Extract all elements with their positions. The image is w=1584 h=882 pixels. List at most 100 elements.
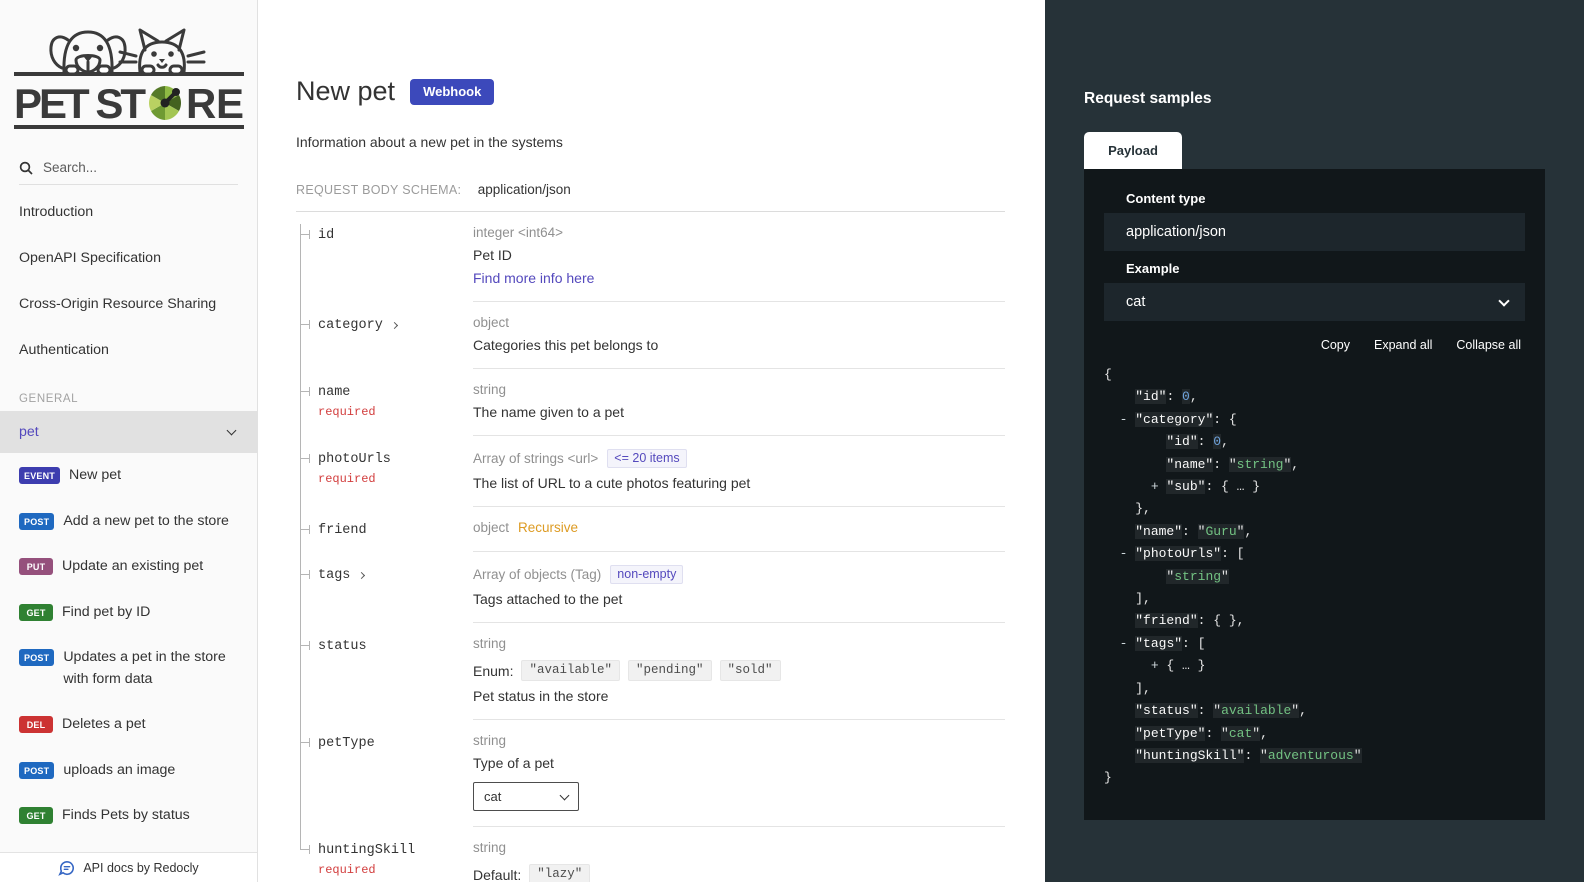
field-name-cell[interactable]: category [318, 302, 473, 369]
schema-field-row-pettype: petType string Type of a pet cat [296, 720, 1005, 827]
tree-connector [309, 230, 310, 239]
json-key: "tags" [1135, 635, 1183, 651]
json-punctuation: { … } [1158, 658, 1206, 674]
sidebar-item-authentication[interactable]: Authentication [19, 341, 109, 358]
required-flag: required [318, 472, 376, 486]
sidebar-item-deletes-a-pet[interactable]: DEL Deletes a pet [0, 702, 257, 748]
request-body-schema-header: REQUEST BODY SCHEMA: application/json [296, 181, 1005, 212]
code-line: "huntingSkill": "adventurous" [1104, 745, 1525, 767]
external-docs-link[interactable]: Find more info here [473, 270, 595, 286]
schema-field-row-name: name required string The name given to a pe… [296, 369, 1005, 436]
tree-connector [309, 387, 310, 396]
example-select[interactable]: cat [1104, 283, 1525, 321]
sidebar-item-add-a-new-pet-to-the-store[interactable]: POST Add a new pet to the store [0, 499, 257, 545]
code-line: + "sub": { … } [1104, 476, 1525, 498]
collapse-all-button[interactable]: Collapse all [1456, 338, 1521, 352]
search-input[interactable] [41, 159, 211, 176]
sidebar-item-finds-pets-by-status[interactable]: GET Finds Pets by status [0, 793, 257, 839]
json-string: string [1174, 568, 1222, 584]
search-box[interactable] [19, 159, 238, 185]
chevron-down-icon [226, 425, 237, 436]
json-punctuation [1104, 748, 1135, 763]
json-punctuation: " [1236, 523, 1245, 539]
fold-toggle[interactable]: + [1150, 479, 1159, 495]
field-name-cell: status [318, 623, 473, 720]
schema-field-row-category: category object Categories this pet belong… [296, 302, 1005, 369]
schema-field-row-photourls: photoUrls required Array of strings <url> <… [296, 436, 1005, 507]
fold-toggle[interactable]: - [1119, 411, 1128, 427]
field-details: integer <int64> Pet ID Find more info here [473, 212, 1005, 302]
field-description: The name given to a pet [473, 404, 624, 420]
schema-field-row-status: status string Enum: "available" "pending" "so… [296, 623, 1005, 720]
code-line: - "category": { [1104, 409, 1525, 431]
field-type-line: Array of objects (Tag) non-empty [473, 565, 1005, 584]
sidebar-item-find-pet-by-id[interactable]: GET Find pet by ID [0, 590, 257, 636]
field-type-line: string [473, 733, 1005, 748]
pet-store-logo: PET ST RE [0, 0, 257, 137]
tree-connector [309, 845, 310, 854]
sidebar-item-update-an-existing-pet[interactable]: PUT Update an existing pet [0, 544, 257, 590]
field-type: object [473, 520, 510, 535]
json-punctuation: " [1291, 703, 1300, 719]
sidebar-item-updates-a-pet-in-the-store-with-form-data[interactable]: POST Updates a pet in the store with form… [0, 635, 257, 702]
tree-connector [309, 525, 310, 534]
put-method-badge: PUT [19, 558, 53, 575]
sidebar-item-cross-origin-resource-sharing[interactable]: Cross-Origin Resource Sharing [19, 295, 217, 312]
json-punctuation: : [1166, 389, 1183, 405]
pet-type-select[interactable]: cat [473, 782, 579, 811]
schema-fields-table: id integer <int64> Pet ID Find more info he… [296, 212, 1005, 882]
field-type-line: string [473, 382, 1005, 397]
field-type: Array of objects (Tag) [473, 567, 602, 582]
json-punctuation: : { … } [1205, 479, 1261, 495]
field-name: photoUrls [318, 452, 391, 467]
cat-eyes [151, 51, 174, 63]
json-punctuation [1104, 658, 1151, 673]
operation-description: Information about a new pet in the syste… [296, 134, 563, 150]
fold-toggle[interactable]: - [1119, 635, 1128, 651]
search-icon [19, 161, 33, 175]
request-samples-panel: Request samples Payload Content type app… [1045, 0, 1584, 882]
field-description: Pet status in the store [473, 688, 609, 704]
constraint-badge: <= 20 items [607, 449, 687, 468]
json-punctuation [1104, 636, 1120, 651]
json-punctuation: , [1260, 725, 1268, 741]
field-name-cell[interactable]: tags [318, 552, 473, 623]
field-type: string [473, 840, 507, 855]
sidebar-item-new-pet[interactable]: EVENT New pet [0, 453, 257, 499]
footer-text: API docs by Redocly [83, 860, 199, 875]
operation-label: Updates a pet in the store with form dat… [63, 649, 226, 687]
json-sample-code: { "id": 0, - "category": { "id": 0, "nam… [1104, 364, 1525, 790]
tree-connector [309, 320, 310, 329]
json-number: 0 [1213, 434, 1222, 450]
json-punctuation: " [1197, 523, 1206, 539]
json-key: "name" [1166, 456, 1214, 472]
sidebar-item-pet[interactable]: pet [0, 411, 257, 453]
json-punctuation: " [1228, 456, 1237, 472]
code-line: "status": "available", [1104, 700, 1525, 722]
chevron-down-icon [1498, 294, 1510, 307]
code-line: "id": 0, [1104, 386, 1525, 408]
sidebar-item-uploads-an-image[interactable]: POST uploads an image [0, 748, 257, 794]
sidebar-item-introduction[interactable]: Introduction [19, 203, 94, 220]
tab-payload[interactable]: Payload [1084, 132, 1182, 169]
sidebar-item-openapi-specification[interactable]: OpenAPI Specification [19, 249, 161, 266]
redocly-footer[interactable]: API docs by Redocly [0, 852, 257, 882]
json-string: Guru [1205, 523, 1237, 539]
operation-label: Update an existing pet [62, 558, 204, 574]
brand-text-2: RE [186, 80, 244, 127]
tree-connector [309, 570, 310, 579]
field-type: string [473, 733, 507, 748]
json-key: "id" [1166, 434, 1198, 450]
schema-content-type: application/json [477, 182, 571, 197]
default-value-badge: "lazy" [529, 864, 591, 882]
copy-button[interactable]: Copy [1320, 338, 1350, 352]
fold-toggle[interactable]: + [1150, 658, 1159, 674]
field-name: id [318, 228, 335, 243]
field-type-line: string [473, 840, 1005, 855]
expand-all-button[interactable]: Expand all [1374, 338, 1433, 352]
fold-toggle[interactable]: - [1119, 546, 1128, 562]
field-name-cell: petType [318, 720, 473, 827]
enum-value-badge: "sold" [719, 660, 781, 681]
code-line: "name": "Guru", [1104, 521, 1525, 543]
post-method-badge: POST [19, 761, 55, 779]
